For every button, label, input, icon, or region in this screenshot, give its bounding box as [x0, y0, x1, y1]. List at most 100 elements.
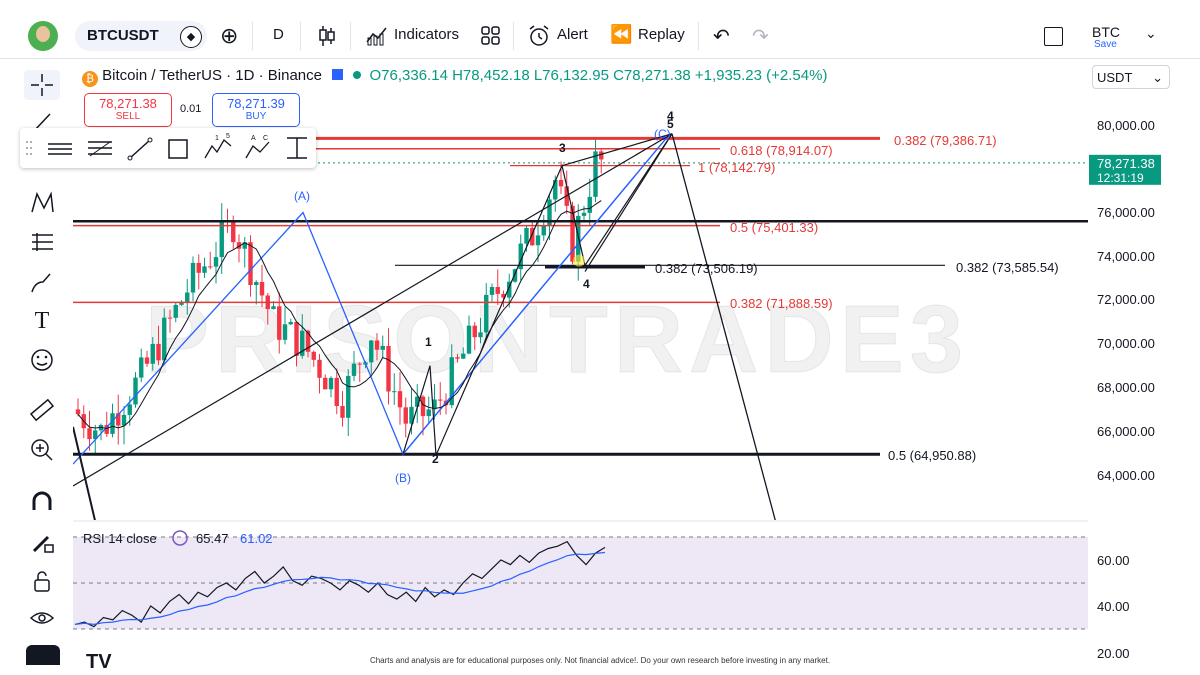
wave-label-3: 3 — [559, 141, 566, 155]
moving-average-line — [77, 200, 602, 429]
fib-icon[interactable] — [24, 228, 60, 258]
bitcoin-icon: ₿ — [82, 71, 98, 87]
svg-text:5: 5 — [226, 133, 230, 140]
candle — [593, 151, 598, 197]
wave-label-4-top: 4 — [667, 109, 674, 123]
crosshair-icon[interactable] — [24, 70, 60, 100]
ohlc-close: C78,271.38 — [613, 67, 691, 84]
candle — [219, 221, 224, 258]
candle — [190, 262, 196, 293]
buy-label: BUY — [245, 111, 267, 122]
trash-icon[interactable] — [26, 645, 60, 665]
eye-icon[interactable] — [24, 603, 60, 633]
ohlc-change: +1,935.23 (+2.54%) — [694, 67, 828, 84]
brush-icon[interactable] — [24, 268, 60, 298]
candle — [386, 345, 391, 392]
wave-label-2: 2 — [432, 452, 439, 466]
buy-button[interactable]: 78,271.39 BUY — [212, 93, 300, 127]
indicators-icon[interactable] — [366, 26, 388, 46]
fib-retracement-icon[interactable] — [86, 136, 116, 162]
fullscreen-icon[interactable] — [1044, 27, 1063, 46]
candle — [334, 377, 339, 407]
candle — [162, 317, 167, 361]
add-symbol-icon[interactable]: ⊕ — [220, 23, 239, 48]
candle — [357, 363, 362, 365]
candle — [524, 227, 529, 244]
candle — [346, 375, 351, 418]
layout-title[interactable]: BTC — [1092, 24, 1120, 40]
pattern-icon[interactable] — [24, 188, 60, 218]
candle — [438, 399, 443, 401]
candle — [340, 406, 345, 418]
horizontal-lines-icon[interactable] — [46, 136, 76, 162]
smiley-icon[interactable] — [24, 345, 60, 375]
templates-icon[interactable] — [481, 26, 501, 46]
magnet-icon[interactable] — [24, 488, 60, 518]
currency-select[interactable]: USDT ⌄ — [1092, 65, 1170, 89]
rsi-axis-label: 60.00 — [1097, 553, 1130, 568]
candle — [300, 330, 305, 356]
sell-button[interactable]: 78,271.38 SELL — [84, 93, 172, 127]
alarm-clock-icon[interactable] — [528, 24, 552, 48]
rsi-settings-icon — [172, 530, 188, 546]
symbol-label: BTCUSDT — [87, 27, 159, 44]
rsi-value: 65.47 — [196, 531, 229, 546]
candle — [432, 399, 437, 410]
last-price-tag — [1089, 154, 1161, 185]
rectangle-icon[interactable] — [164, 136, 194, 162]
interval-button[interactable]: D — [273, 26, 284, 43]
candle — [374, 340, 380, 350]
fib-label: 1 (78,142.79) — [698, 160, 775, 175]
candle — [75, 409, 81, 415]
candle — [317, 359, 322, 378]
line-tool-icon[interactable] — [126, 136, 156, 162]
candle — [478, 332, 483, 338]
save-label[interactable]: Save — [1094, 39, 1117, 50]
rsi-label: RSI 14 close — [83, 531, 157, 546]
replay-button[interactable]: Replay — [638, 26, 685, 43]
candle — [231, 221, 236, 243]
fib-label: 0.382 (79,386.71) — [894, 133, 997, 148]
candle — [282, 324, 288, 340]
candle — [351, 363, 357, 376]
candle — [553, 179, 558, 200]
lock-icon[interactable] — [24, 566, 60, 596]
ruler-icon[interactable] — [24, 395, 60, 425]
candle — [156, 343, 161, 361]
candle — [236, 242, 242, 249]
candle — [121, 414, 127, 426]
candle — [461, 353, 466, 359]
candle — [254, 282, 259, 286]
price-axis-label: 76,000.00 — [1097, 205, 1155, 220]
candle — [484, 294, 489, 333]
candle — [558, 179, 564, 187]
user-avatar[interactable] — [28, 21, 58, 51]
undo-icon[interactable]: ↶ — [713, 26, 730, 48]
chevron-down-icon[interactable]: ⌄ — [1145, 25, 1157, 41]
candle — [150, 343, 155, 364]
price-range-icon[interactable] — [283, 134, 313, 164]
zoom-in-icon[interactable] — [24, 435, 60, 465]
redo-icon[interactable]: ↷ — [752, 26, 769, 48]
abc-wave-line — [402, 133, 671, 455]
replay-icon[interactable]: ⏪ — [610, 24, 633, 44]
candle-type-icon[interactable] — [318, 25, 336, 47]
flag-icon[interactable] — [332, 69, 344, 80]
text-tool-icon[interactable]: T — [34, 308, 50, 334]
indicators-button[interactable]: Indicators — [394, 26, 460, 43]
candle — [208, 266, 213, 268]
svg-text:C: C — [263, 135, 268, 142]
channel-line — [584, 133, 673, 272]
candle — [547, 199, 552, 226]
ohlc-high: H78,452.18 — [452, 67, 530, 84]
compare-symbol-icon[interactable]: ◆ — [180, 26, 202, 48]
alert-button[interactable]: Alert — [557, 26, 588, 43]
candle — [380, 345, 385, 350]
pencil-lock-icon[interactable] — [24, 528, 60, 558]
svg-text:A: A — [251, 135, 256, 142]
plot-group — [73, 133, 1088, 520]
candle — [426, 409, 431, 417]
